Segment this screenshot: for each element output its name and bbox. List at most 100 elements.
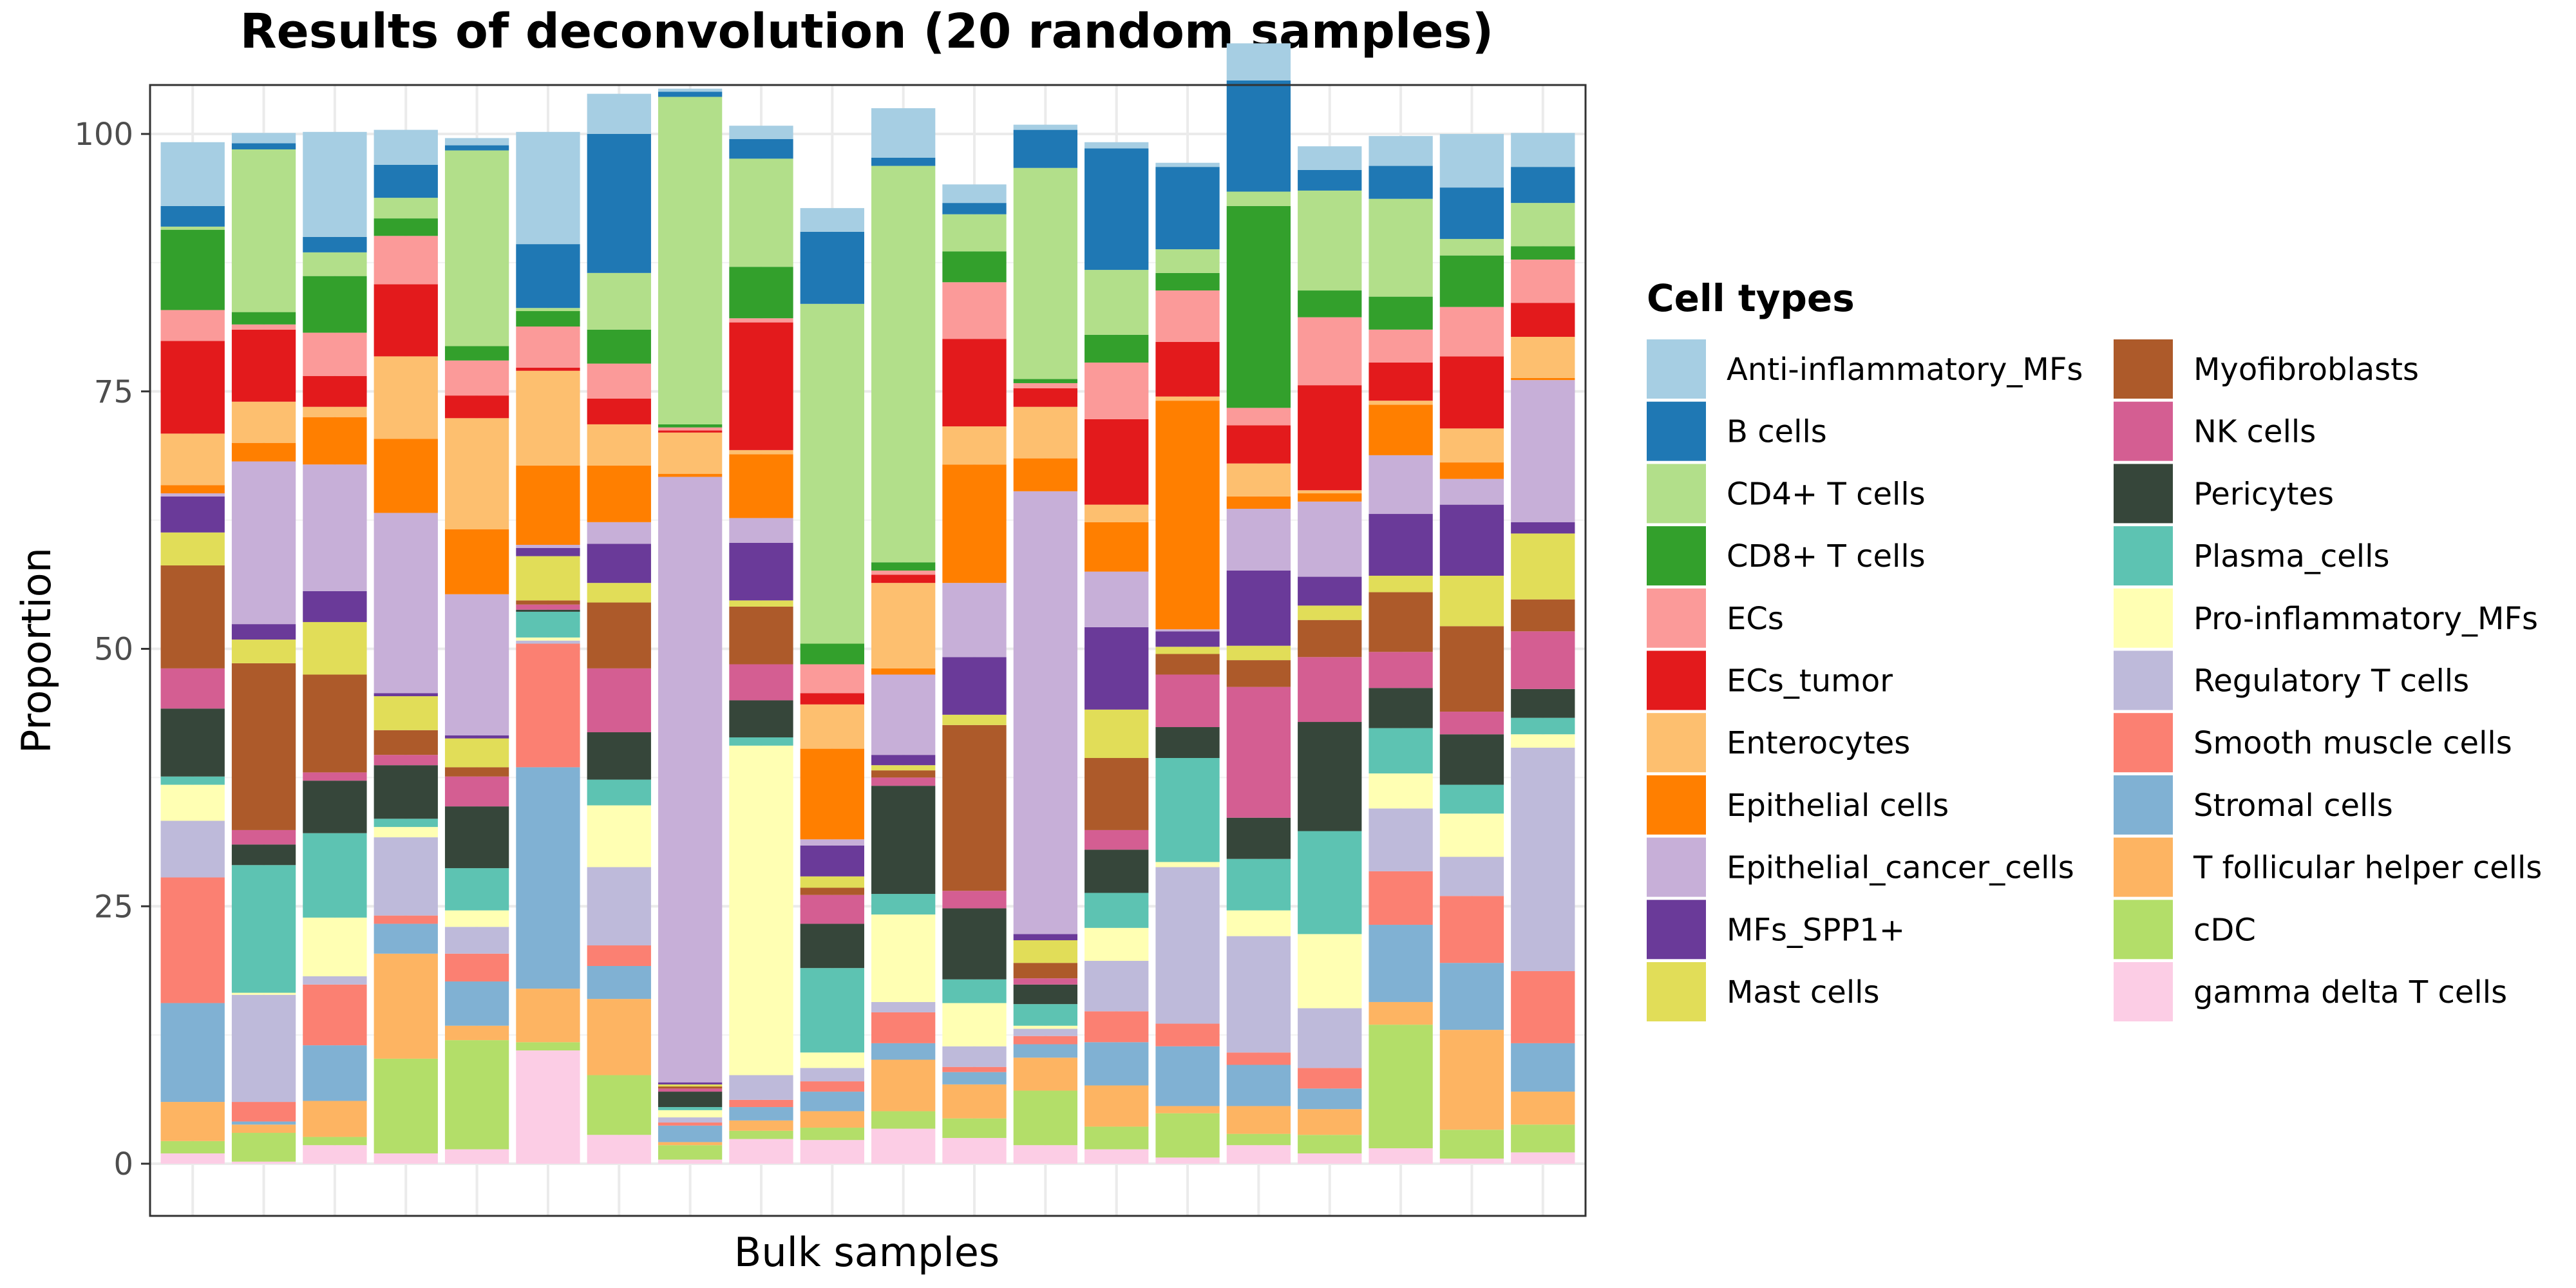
bar-segment <box>1013 491 1078 934</box>
bar-segment <box>587 465 651 522</box>
bar-segment <box>374 819 438 828</box>
bar-segment <box>444 346 509 361</box>
bar-segment <box>729 745 793 1075</box>
bar-segment <box>729 322 793 450</box>
bar-segment <box>444 806 509 869</box>
bar-segment <box>587 544 651 583</box>
bar-segment <box>444 981 509 1026</box>
bar-segment <box>1013 1004 1078 1026</box>
bar-segment <box>1511 533 1575 600</box>
legend-item: Stromal cells <box>2114 775 2393 835</box>
legend-swatch <box>2114 837 2173 897</box>
bar-segment <box>516 989 580 1043</box>
bar-segment <box>587 867 651 946</box>
bar-segment <box>1439 239 1504 256</box>
bar-segment <box>1368 808 1433 871</box>
legend-label: Stromal cells <box>2193 788 2393 824</box>
bar-segment <box>374 915 438 924</box>
bar-segment <box>1368 198 1433 297</box>
bar-segment <box>658 1117 723 1123</box>
bar-segment <box>1226 43 1291 80</box>
legend-label: MFs_SPP1+ <box>1727 912 1905 948</box>
bar-segment <box>800 968 864 1053</box>
bar-segment <box>160 310 225 341</box>
bar-segment <box>1511 1124 1575 1153</box>
bar-segment <box>1084 334 1149 363</box>
legend-item: ECs_tumor <box>1647 650 1893 710</box>
bar-segment <box>444 360 509 396</box>
legend-item: Smooth muscle cells <box>2114 713 2512 773</box>
bar-segment <box>1439 784 1504 814</box>
bar-segment <box>1511 1043 1575 1092</box>
bar-segment <box>729 1120 793 1131</box>
bar-segment <box>729 1107 793 1121</box>
bar-segment <box>1013 1090 1078 1146</box>
bar-segment <box>1084 927 1149 961</box>
bar-segment <box>444 735 509 739</box>
bar-segment <box>658 1159 723 1164</box>
bar-segment <box>1511 748 1575 971</box>
bar-segment <box>800 303 864 644</box>
bar-segment <box>160 1102 225 1141</box>
bar-segment <box>1439 1030 1504 1130</box>
bar-segment <box>1226 910 1291 936</box>
bar-stack-sample-4 <box>374 129 438 1164</box>
bar-segment <box>942 583 1007 658</box>
bar-segment <box>1298 501 1362 577</box>
legend-swatch <box>1647 588 1706 648</box>
legend-swatch <box>1647 526 1706 586</box>
bar-segment <box>1013 383 1078 388</box>
bar-segment <box>1368 1148 1433 1164</box>
bar-segment <box>587 1135 651 1164</box>
bar-segment <box>374 953 438 1059</box>
bar-segment <box>1298 831 1362 934</box>
bar-segment <box>1155 727 1220 758</box>
bar-segment <box>1439 712 1504 735</box>
bar-segment <box>1511 380 1575 522</box>
bar-segment <box>374 513 438 694</box>
bar-segment <box>942 724 1007 891</box>
legend-item: T follicular helper cells <box>2114 837 2542 897</box>
bar-segment <box>942 184 1007 204</box>
legend: Cell types Anti-inflammatory_MFs B cells C… <box>1647 276 2542 1021</box>
bar-segment <box>374 1058 438 1154</box>
y-axis-label: Proportion <box>13 547 60 753</box>
bar-segment <box>1013 978 1078 985</box>
bar-segment <box>160 708 225 777</box>
bar-segment <box>658 91 723 97</box>
bar-segment <box>800 693 864 705</box>
bar-segment <box>303 772 367 781</box>
bar-segment <box>1511 133 1575 167</box>
bar-segment <box>1013 1028 1078 1036</box>
bar-segment <box>800 664 864 694</box>
bar-segment <box>1084 419 1149 505</box>
legend-swatch <box>2114 401 2173 461</box>
bar-segment <box>1439 1159 1504 1164</box>
bar-segment <box>1298 934 1362 1009</box>
bar-segment <box>1511 522 1575 534</box>
bar-segment <box>658 1086 723 1089</box>
bar-segment <box>587 965 651 999</box>
bar-segment <box>231 844 296 866</box>
bar-segment <box>942 1066 1007 1072</box>
bar-segment <box>729 606 793 665</box>
bar-segment <box>1084 627 1149 710</box>
bar-segment <box>1368 401 1433 405</box>
legend-label: Pericytes <box>2193 476 2334 512</box>
bar-segment <box>942 282 1007 339</box>
bar-segment <box>1368 871 1433 925</box>
bar-segment <box>303 833 367 918</box>
bar-segment <box>1013 129 1078 168</box>
legend-swatch <box>1647 713 1706 773</box>
bar-segment <box>729 158 793 267</box>
bar-segment <box>1226 205 1291 408</box>
y-tick-label: 25 <box>94 889 133 925</box>
bar-segment <box>1298 722 1362 831</box>
bar-segment <box>231 401 296 443</box>
bar-stack-sample-14 <box>1084 142 1149 1164</box>
legend-items: Anti-inflammatory_MFs B cells CD4+ T cells… <box>1647 339 2542 1021</box>
legend-label: Enterocytes <box>1727 725 1910 761</box>
bar-segment <box>1298 1008 1362 1068</box>
bar-segment <box>800 1052 864 1068</box>
